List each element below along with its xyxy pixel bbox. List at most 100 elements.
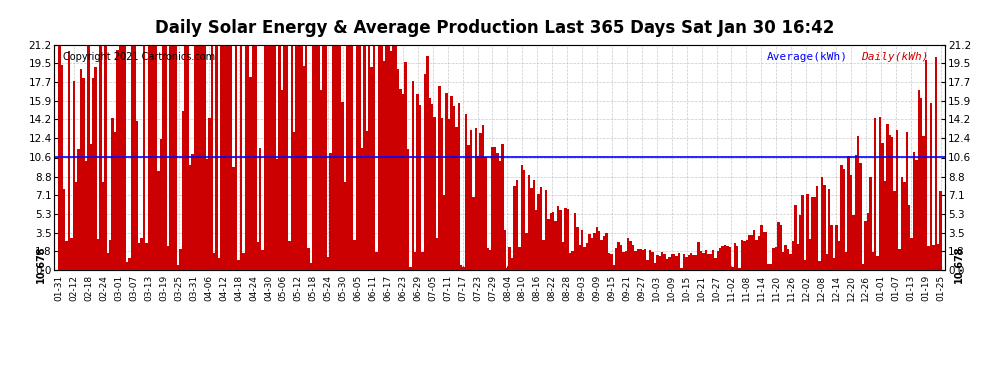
Bar	[702, 253, 705, 270]
Bar	[797, 243, 799, 270]
Bar	[663, 255, 666, 270]
Bar	[533, 180, 535, 270]
Bar	[801, 195, 804, 270]
Bar	[794, 206, 797, 270]
Bar	[588, 234, 591, 270]
Bar	[876, 256, 879, 270]
Bar	[554, 221, 556, 270]
Bar	[700, 251, 702, 270]
Bar	[67, 51, 70, 270]
Bar	[351, 45, 353, 270]
Bar	[685, 257, 688, 270]
Bar	[847, 156, 849, 270]
Bar	[295, 45, 298, 270]
Bar	[874, 117, 876, 270]
Bar	[94, 66, 97, 270]
Bar	[736, 246, 739, 270]
Bar	[836, 225, 838, 270]
Bar	[225, 45, 228, 270]
Bar	[111, 118, 114, 270]
Bar	[290, 45, 293, 270]
Bar	[358, 45, 360, 270]
Bar	[446, 93, 447, 270]
Bar	[477, 156, 479, 270]
Bar	[216, 45, 218, 270]
Bar	[87, 45, 89, 270]
Bar	[734, 243, 736, 270]
Bar	[116, 50, 119, 270]
Bar	[552, 213, 554, 270]
Bar	[574, 213, 576, 270]
Bar	[377, 45, 380, 270]
Bar	[741, 240, 743, 270]
Bar	[509, 247, 511, 270]
Bar	[148, 45, 150, 270]
Bar	[775, 247, 777, 270]
Bar	[162, 45, 164, 270]
Bar	[762, 232, 765, 270]
Bar	[646, 260, 648, 270]
Bar	[189, 165, 191, 270]
Bar	[419, 105, 422, 270]
Bar	[615, 248, 618, 270]
Bar	[935, 57, 937, 270]
Bar	[143, 45, 146, 270]
Bar	[864, 220, 867, 270]
Bar	[484, 157, 487, 270]
Bar	[648, 250, 651, 270]
Bar	[523, 170, 526, 270]
Bar	[286, 45, 288, 270]
Bar	[547, 219, 549, 270]
Bar	[724, 245, 727, 270]
Bar	[518, 247, 521, 270]
Bar	[97, 239, 99, 270]
Bar	[452, 106, 455, 270]
Bar	[412, 81, 414, 270]
Bar	[908, 205, 911, 270]
Bar	[273, 45, 276, 270]
Bar	[915, 160, 918, 270]
Bar	[581, 230, 583, 270]
Bar	[332, 45, 334, 270]
Bar	[559, 210, 561, 270]
Bar	[370, 66, 373, 270]
Bar	[516, 180, 518, 270]
Bar	[70, 238, 72, 270]
Bar	[467, 146, 469, 270]
Bar	[683, 254, 685, 270]
Bar	[925, 60, 928, 270]
Bar	[605, 233, 608, 270]
Bar	[871, 252, 874, 270]
Bar	[729, 247, 732, 270]
Bar	[792, 241, 794, 270]
Bar	[833, 258, 836, 270]
Bar	[640, 249, 642, 270]
Bar	[441, 118, 444, 270]
Bar	[678, 254, 680, 270]
Bar	[859, 163, 862, 270]
Bar	[526, 234, 528, 270]
Bar	[637, 249, 640, 270]
Bar	[540, 187, 543, 270]
Bar	[208, 117, 211, 270]
Bar	[852, 215, 854, 270]
Bar	[203, 45, 206, 270]
Bar	[787, 249, 789, 270]
Bar	[898, 249, 901, 270]
Bar	[717, 251, 719, 270]
Bar	[906, 132, 908, 270]
Bar	[276, 159, 278, 270]
Bar	[460, 265, 462, 270]
Bar	[849, 176, 852, 270]
Bar	[77, 149, 80, 270]
Bar	[862, 264, 864, 270]
Bar	[705, 250, 707, 270]
Bar	[918, 90, 920, 270]
Bar	[164, 45, 167, 270]
Bar	[450, 96, 452, 270]
Bar	[249, 77, 251, 270]
Bar	[556, 206, 559, 270]
Bar	[348, 45, 351, 270]
Bar	[184, 45, 186, 270]
Bar	[722, 246, 724, 270]
